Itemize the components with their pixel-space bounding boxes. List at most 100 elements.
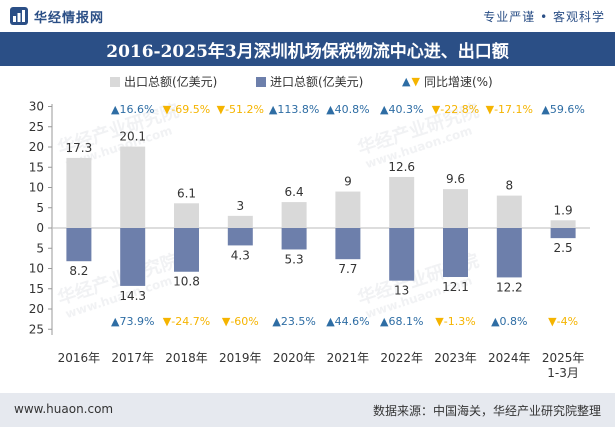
triangle-up-icon: ▲ [402,75,411,88]
title-bar: 2016-2025年3月深圳机场保税物流中心进、出口额 [0,32,615,66]
triangle-up-icon: ▲ [272,315,281,328]
legend-import-label: 进口总额(亿美元) [270,75,364,89]
triangle-up-icon: ▲ [269,103,278,116]
x-tick-label: 2020年 [273,351,316,365]
import-growth-label: ▲0.8% [491,315,527,328]
triangle-down-icon: ▼ [217,103,226,116]
export-bar [550,220,576,228]
y-tick-label: 5 [36,241,44,255]
import-value-label: 8.2 [69,264,88,278]
brand-name: 华经情报网 [34,10,105,26]
export-value-label: 8 [505,179,513,193]
triangle-up-icon: ▲ [326,103,335,116]
brand[interactable]: 华经情报网 [10,6,104,26]
import-bar [227,228,253,246]
triangle-down-icon: ▼ [411,75,420,88]
import-bar [389,228,415,281]
export-growth-label: ▲113.8% [269,103,319,116]
triangle-down-icon: ▼ [432,103,441,116]
legend-growth: ▲ ▼ 同比增速(%) [402,73,493,90]
x-tick-label: 2019年 [219,351,262,365]
legend-growth-label: 同比增速(%) [423,75,493,89]
import-value-label: 14.3 [119,289,146,303]
legend-import: 进口总额(亿美元) [256,73,363,90]
footer-website[interactable]: www.huaon.com [14,402,114,416]
export-value-label: 17.3 [66,141,93,155]
growth-value: 40.8% [335,103,370,116]
y-tick-label: 25 [29,120,44,134]
growth-value: -69.5% [171,103,210,116]
x-tick-label: 2018年 [165,351,208,365]
triangle-down-icon: ▼ [548,315,557,328]
y-tick-label: 0 [36,221,44,235]
triangle-down-icon: ▼ [486,103,495,116]
export-value-label: 1.9 [554,203,573,217]
x-tick-label: 1-3月 [547,366,579,380]
import-growth-label: ▼-1.3% [435,315,475,328]
y-tick-label: 10 [29,181,44,195]
export-bar [227,215,253,228]
triangle-down-icon: ▼ [435,315,444,328]
x-tick-label: 2017年 [111,351,154,365]
triangle-up-icon: ▲ [111,315,120,328]
growth-value: 40.3% [388,103,423,116]
growth-value: 113.8% [277,103,319,116]
growth-value: 59.6% [550,103,585,116]
legend-export-swatch [110,76,120,87]
footer: www.huaon.com 数据来源：中国海关，华经产业研究院整理 [0,393,615,427]
growth-value: -22.8% [440,103,479,116]
export-value-label: 6.4 [285,185,304,199]
tagline: 专业严谨 • 客观科学 [483,10,605,24]
growth-value: -51.2% [225,103,264,116]
growth-value: 68.1% [388,315,423,328]
import-value-label: 12.2 [496,280,523,294]
import-growth-label: ▼-24.7% [163,315,210,328]
growth-value: 23.5% [281,315,316,328]
export-bar [174,203,199,228]
y-tick-label: 25 [29,322,44,336]
export-growth-label: ▲40.8% [326,103,369,116]
footer-source: 数据来源：中国海关，华经产业研究院整理 [372,404,601,418]
export-bar [335,191,361,228]
export-bar [496,195,522,228]
import-growth-label: ▲73.9% [111,315,154,328]
export-value-label: 3 [236,199,244,213]
growth-value: -24.7% [171,315,210,328]
export-bar [66,157,92,228]
triangle-up-icon: ▲ [491,315,500,328]
x-tick-label: 2024年 [488,351,531,365]
import-growth-label: ▲44.6% [326,315,369,328]
import-growth-label: ▲23.5% [272,315,315,328]
growth-value: -60% [230,315,258,328]
triangle-up-icon: ▲ [380,103,389,116]
legend-export-label: 出口总额(亿美元) [124,75,218,89]
import-value-label: 12.1 [442,280,469,294]
top-bar: 华经情报网 专业严谨 • 客观科学 [0,0,615,32]
import-bar [281,228,307,250]
export-bar [281,202,307,228]
import-value-label: 13 [394,284,409,298]
triangle-up-icon: ▲ [541,103,550,116]
legend-export: 出口总额(亿美元) [110,73,217,90]
growth-value: 16.6% [119,103,154,116]
x-tick-label: 2016年 [58,351,101,365]
export-growth-label: ▼-69.5% [163,103,210,116]
export-growth-label: ▼-17.1% [486,103,533,116]
export-value-label: 6.1 [177,186,196,200]
import-growth-label: ▲68.1% [380,315,423,328]
export-bar [443,189,468,228]
export-growth-label: ▲59.6% [541,103,584,116]
triangle-up-icon: ▲ [380,315,389,328]
import-bar [443,228,468,278]
x-tick-label: 2021年 [327,351,370,365]
triangle-down-icon: ▼ [222,315,231,328]
y-tick-label: 15 [29,160,44,174]
export-value-label: 9 [344,175,352,189]
import-growth-label: ▼-4% [548,315,578,328]
triangle-up-icon: ▲ [326,315,335,328]
import-growth-label: ▼-60% [222,315,259,328]
export-value-label: 12.6 [388,160,415,174]
growth-value: 0.8% [500,315,528,328]
y-tick-label: 30 [29,100,44,114]
growth-value: 73.9% [119,315,154,328]
